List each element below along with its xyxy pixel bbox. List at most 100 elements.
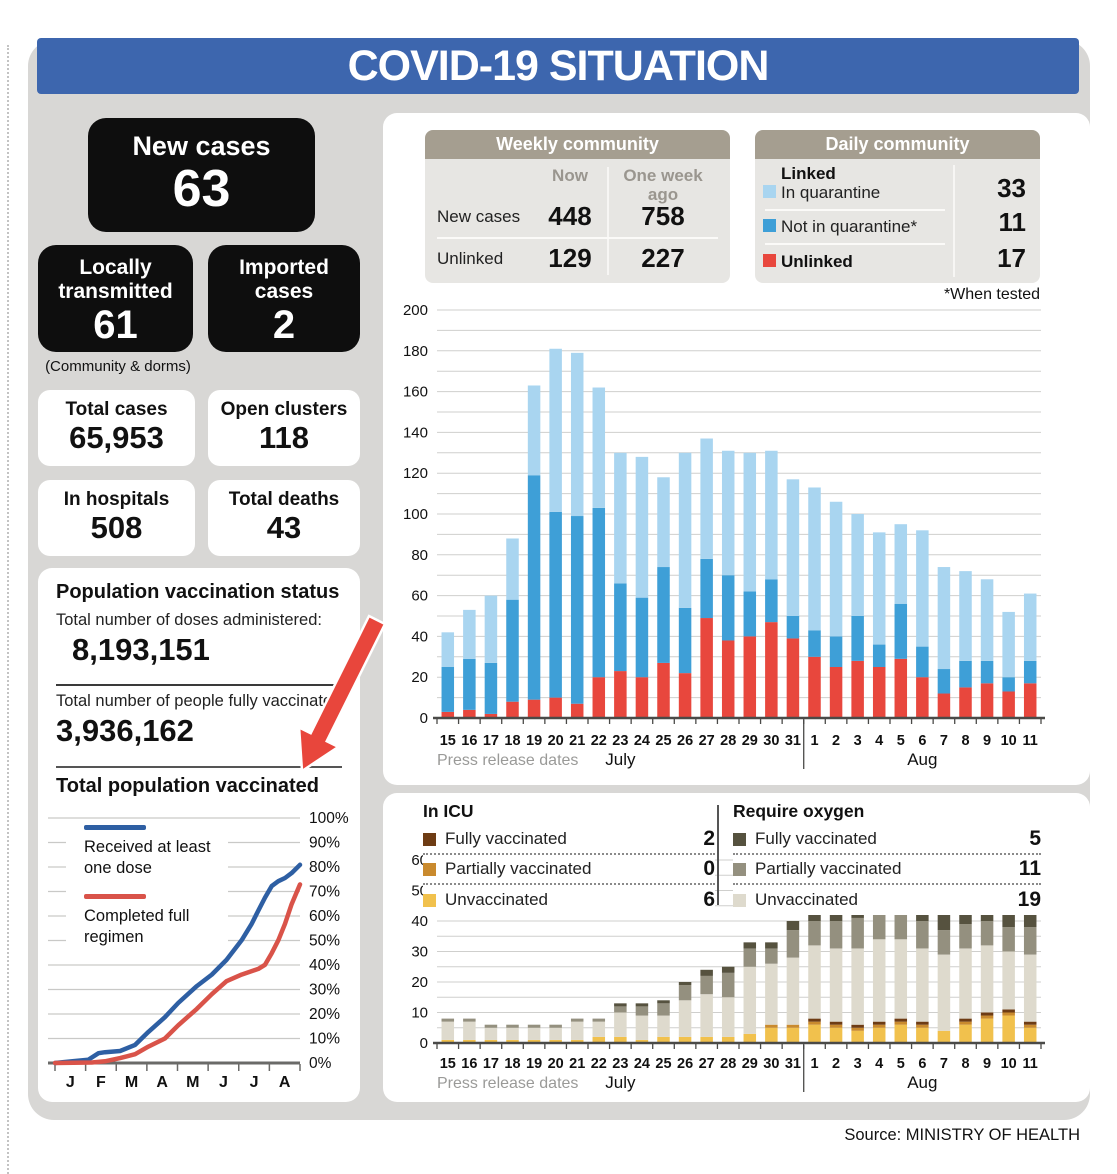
svg-text:60%: 60% bbox=[309, 908, 340, 925]
svg-text:16: 16 bbox=[461, 1056, 477, 1072]
red-arrow-annotation bbox=[297, 614, 387, 774]
svg-text:60: 60 bbox=[411, 588, 428, 605]
svg-text:2: 2 bbox=[832, 1056, 840, 1072]
oxygen-fully-value: 5 bbox=[1029, 827, 1041, 850]
svg-text:20: 20 bbox=[411, 669, 428, 686]
fully-vaccinated-value: 3,936,162 bbox=[56, 713, 194, 748]
new-cases-label: New cases bbox=[132, 131, 271, 161]
one-dose-legend-label: Received at least one dose bbox=[84, 838, 211, 877]
svg-text:30: 30 bbox=[763, 1056, 779, 1072]
svg-text:18: 18 bbox=[504, 733, 520, 749]
daily-community-header: Daily community bbox=[755, 130, 1040, 159]
svg-text:31: 31 bbox=[785, 1056, 801, 1072]
total-deaths-box: Total deaths 43 bbox=[208, 480, 360, 556]
svg-text:22: 22 bbox=[591, 733, 607, 749]
svg-text:30%: 30% bbox=[309, 982, 340, 999]
imported-cases-label-line1: Imported bbox=[239, 256, 329, 279]
imported-cases-label-line2: cases bbox=[254, 280, 314, 304]
svg-text:4: 4 bbox=[875, 1056, 883, 1072]
svg-text:20: 20 bbox=[548, 733, 564, 749]
when-tested-footnote: *When tested bbox=[943, 286, 1040, 303]
icu-partially-row: Partially vaccinated 0 bbox=[423, 855, 715, 885]
svg-text:July: July bbox=[605, 1073, 636, 1092]
svg-text:100: 100 bbox=[403, 506, 428, 523]
in-hospitals-label: In hospitals bbox=[63, 489, 170, 510]
unlinked-label: Unlinked bbox=[781, 252, 853, 271]
open-clusters-label: Open clusters bbox=[220, 399, 348, 420]
doses-administered-value: 8,193,151 bbox=[72, 632, 210, 667]
svg-text:Press release dates: Press release dates bbox=[437, 752, 578, 769]
svg-text:0%: 0% bbox=[309, 1055, 332, 1072]
svg-text:6: 6 bbox=[918, 1056, 926, 1072]
svg-text:17: 17 bbox=[483, 733, 499, 749]
in-icu-title: In ICU bbox=[423, 801, 474, 821]
daily-community-body: Linked In quarantine 33 Not in quarantin… bbox=[755, 159, 1040, 283]
in-quarantine-value: 33 bbox=[997, 173, 1026, 203]
icu-fully-value: 2 bbox=[703, 827, 715, 850]
icu-unvaccinated-label: Unvaccinated bbox=[445, 890, 549, 909]
svg-text:28: 28 bbox=[720, 1056, 736, 1072]
vaccination-chart-legend: Received at least one dose Completed ful… bbox=[66, 821, 228, 949]
page-edge-perforation bbox=[7, 45, 9, 1174]
unlinked-value: 17 bbox=[997, 243, 1026, 273]
svg-text:Press release dates: Press release dates bbox=[437, 1075, 578, 1092]
weekly-new-cases-week-ago: 758 bbox=[641, 201, 685, 231]
svg-text:31: 31 bbox=[785, 733, 801, 749]
oxygen-partially-value: 11 bbox=[1018, 857, 1041, 880]
svg-text:23: 23 bbox=[612, 733, 628, 749]
svg-text:26: 26 bbox=[677, 1056, 693, 1072]
svg-text:1: 1 bbox=[810, 1056, 818, 1072]
require-oxygen-legend: Require oxygen Fully vaccinated 5 Partia… bbox=[733, 801, 1041, 915]
weekly-new-cases-now: 448 bbox=[548, 201, 592, 231]
svg-text:Aug: Aug bbox=[907, 1073, 937, 1092]
in-hospitals-box: In hospitals 508 bbox=[38, 480, 195, 556]
weekly-row-divider bbox=[437, 237, 718, 239]
community-dorms-note: (Community & dorms) bbox=[45, 358, 191, 375]
svg-text:0: 0 bbox=[420, 1035, 428, 1052]
daily-row-divider bbox=[765, 209, 945, 211]
svg-text:28: 28 bbox=[720, 733, 736, 749]
require-oxygen-title: Require oxygen bbox=[733, 801, 865, 821]
svg-text:18: 18 bbox=[504, 1056, 520, 1072]
svg-text:27: 27 bbox=[699, 733, 715, 749]
not-in-quarantine-value: 11 bbox=[998, 207, 1027, 237]
svg-text:3: 3 bbox=[854, 733, 862, 749]
svg-text:4: 4 bbox=[875, 733, 883, 749]
svg-text:8: 8 bbox=[961, 733, 969, 749]
oxygen-fully-label: Fully vaccinated bbox=[755, 829, 877, 848]
svg-text:7: 7 bbox=[940, 733, 948, 749]
icu-fully-swatch bbox=[423, 832, 436, 846]
oxygen-partially-swatch bbox=[733, 862, 746, 876]
svg-text:5: 5 bbox=[897, 733, 905, 749]
doses-administered-label: Total number of doses administered: bbox=[56, 611, 322, 629]
in-quarantine-swatch bbox=[763, 185, 776, 198]
svg-text:10: 10 bbox=[1001, 1056, 1017, 1072]
svg-text:A: A bbox=[279, 1074, 291, 1091]
daily-cases-panel: Weekly community Now One week ago New ca… bbox=[383, 113, 1090, 785]
open-clusters-box: Open clusters 118 bbox=[208, 390, 360, 466]
svg-text:July: July bbox=[605, 750, 636, 769]
svg-text:180: 180 bbox=[403, 343, 428, 360]
svg-text:19: 19 bbox=[526, 733, 542, 749]
svg-text:20: 20 bbox=[548, 1056, 564, 1072]
population-vaccinated-chart-title: Total population vaccinated bbox=[56, 775, 319, 797]
svg-text:40: 40 bbox=[411, 628, 428, 645]
svg-text:15: 15 bbox=[440, 733, 456, 749]
oxygen-unvaccinated-value: 19 bbox=[1017, 888, 1041, 911]
svg-text:10: 10 bbox=[411, 1005, 428, 1022]
svg-text:9: 9 bbox=[983, 733, 991, 749]
svg-text:22: 22 bbox=[591, 1056, 607, 1072]
weekly-unlinked-now: 129 bbox=[548, 243, 592, 273]
svg-text:3: 3 bbox=[854, 1056, 862, 1072]
weekly-community-body: Now One week ago New cases 448 758 Unlin… bbox=[425, 159, 730, 283]
daily-value-divider bbox=[953, 165, 955, 277]
oxygen-fully-swatch bbox=[733, 832, 746, 846]
svg-text:2: 2 bbox=[832, 733, 840, 749]
svg-text:140: 140 bbox=[403, 424, 428, 441]
icu-unvaccinated-value: 6 bbox=[703, 888, 715, 911]
svg-text:200: 200 bbox=[403, 302, 428, 319]
weekly-col-week-ago: One week ago bbox=[623, 166, 703, 204]
weekly-community-header: Weekly community bbox=[425, 130, 730, 159]
svg-text:21: 21 bbox=[569, 1056, 585, 1072]
